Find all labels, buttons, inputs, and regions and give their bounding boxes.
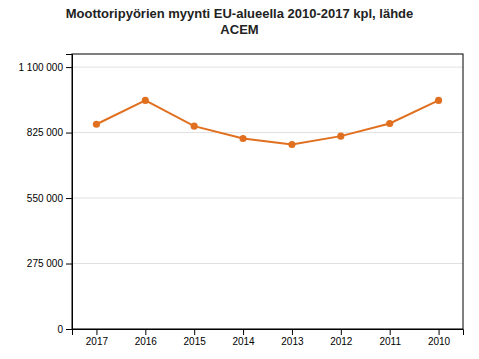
grid-line: [72, 198, 463, 199]
x-tick: 2016: [135, 329, 158, 347]
grid-line: [72, 67, 463, 68]
line: [96, 100, 438, 144]
x-tick: 2014: [232, 329, 255, 347]
y-tick: 0: [57, 324, 72, 335]
y-tick-label: 275 000: [27, 258, 64, 269]
y-tick-mark: [66, 198, 72, 199]
point: [239, 135, 246, 142]
point: [191, 123, 198, 130]
x-tick-mark: [145, 329, 146, 335]
point: [288, 141, 295, 148]
x-tick-label: 2010: [428, 336, 451, 347]
x-tick-label: 2011: [379, 336, 401, 347]
x-tick-label: 2014: [232, 336, 255, 347]
y-tick: 550 000: [27, 193, 72, 204]
x-tick-mark: [292, 329, 293, 335]
y-axis: 0 275 000 550 000 825 000 1 100 000: [19, 55, 73, 335]
x-tick: 2011: [379, 329, 401, 347]
x-tick-mark: [341, 329, 342, 335]
x-tick-label: 2013: [281, 336, 304, 347]
x-axis: 2017 2016 2015 2014 2013 2012 2011 2010: [73, 329, 464, 347]
x-tick-label: 2015: [184, 336, 207, 347]
point: [435, 97, 442, 104]
chart: Moottoripyörien myynti EU-alueella 2010-…: [0, 0, 479, 359]
x-tick-label: 2016: [135, 336, 158, 347]
x-tick-label: 2012: [330, 336, 353, 347]
y-tick: 825 000: [27, 127, 72, 138]
x-tick: 2017: [86, 329, 109, 347]
grid-line: [72, 132, 463, 133]
plot-frame: [72, 54, 463, 329]
title: Moottoripyörien myynti EU-alueella 2010-…: [66, 6, 414, 37]
x-axis-line: [73, 330, 464, 336]
x-tick-label: 2017: [86, 336, 109, 347]
x-tick-mark: [96, 329, 97, 335]
y-tick-label: 0: [57, 324, 63, 335]
grid: [72, 67, 463, 329]
y-tick-mark: [66, 329, 72, 330]
y-tick: 275 000: [27, 258, 72, 269]
y-tick-mark: [66, 264, 72, 265]
point: [93, 121, 100, 128]
x-tick-mark: [194, 329, 195, 335]
x-tick-mark: [439, 329, 440, 335]
x-tick-mark: [390, 329, 391, 335]
y-tick-mark: [66, 133, 72, 134]
y-tick-label: 825 000: [27, 127, 64, 138]
point: [337, 133, 344, 140]
y-tick-label: 550 000: [27, 193, 64, 204]
grid-line: [72, 263, 463, 264]
plot-area: [93, 97, 442, 148]
x-tick: 2010: [428, 329, 451, 347]
y-tick-mark: [66, 67, 72, 68]
x-tick: 2015: [184, 329, 207, 347]
point: [386, 120, 393, 127]
x-tick: 2013: [281, 329, 304, 347]
point: [142, 97, 149, 104]
x-tick-mark: [243, 329, 244, 335]
x-tick: 2012: [330, 329, 353, 347]
y-tick-label: 1 100 000: [19, 62, 64, 73]
y-tick: 1 100 000: [19, 62, 73, 73]
